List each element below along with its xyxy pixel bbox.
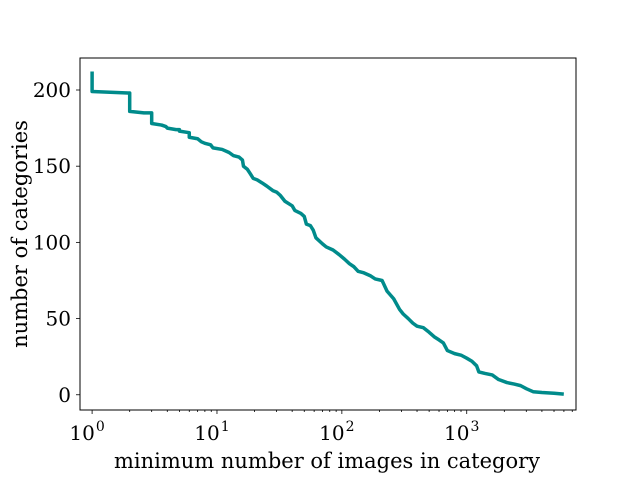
x-tick-label-base: 10 [319,421,344,445]
x-tick-label: 102 [319,419,354,445]
y-tick-label: 0 [58,383,71,407]
series-layer [90,71,564,396]
y-tick-label: 150 [33,154,71,178]
y-tick-label: 100 [33,230,71,254]
y-axis-label: number of categories [8,120,32,348]
y-tick-label: 200 [33,78,71,102]
x-tick-label-base: 10 [69,421,94,445]
x-tick-label-exponent: 3 [470,419,479,435]
x-tick-label-exponent: 2 [346,419,355,435]
x-axis-ticks: 100 101 102 103 [69,410,573,445]
x-tick-label-base: 10 [194,421,219,445]
series-line [90,71,564,396]
x-axis-label: minimum number of images in category [114,449,540,473]
y-axis-ticks: 0 50 100 150 200 [33,78,80,407]
x-tick-label: 103 [444,419,479,445]
x-tick-label-exponent: 1 [221,419,230,435]
x-tick-label: 100 [69,419,104,445]
plot-area-frame [79,57,577,411]
x-tick-label-exponent: 0 [96,419,105,435]
x-tick-label: 101 [194,419,229,445]
y-tick-label: 50 [46,307,71,331]
x-tick-label-base: 10 [444,421,469,445]
